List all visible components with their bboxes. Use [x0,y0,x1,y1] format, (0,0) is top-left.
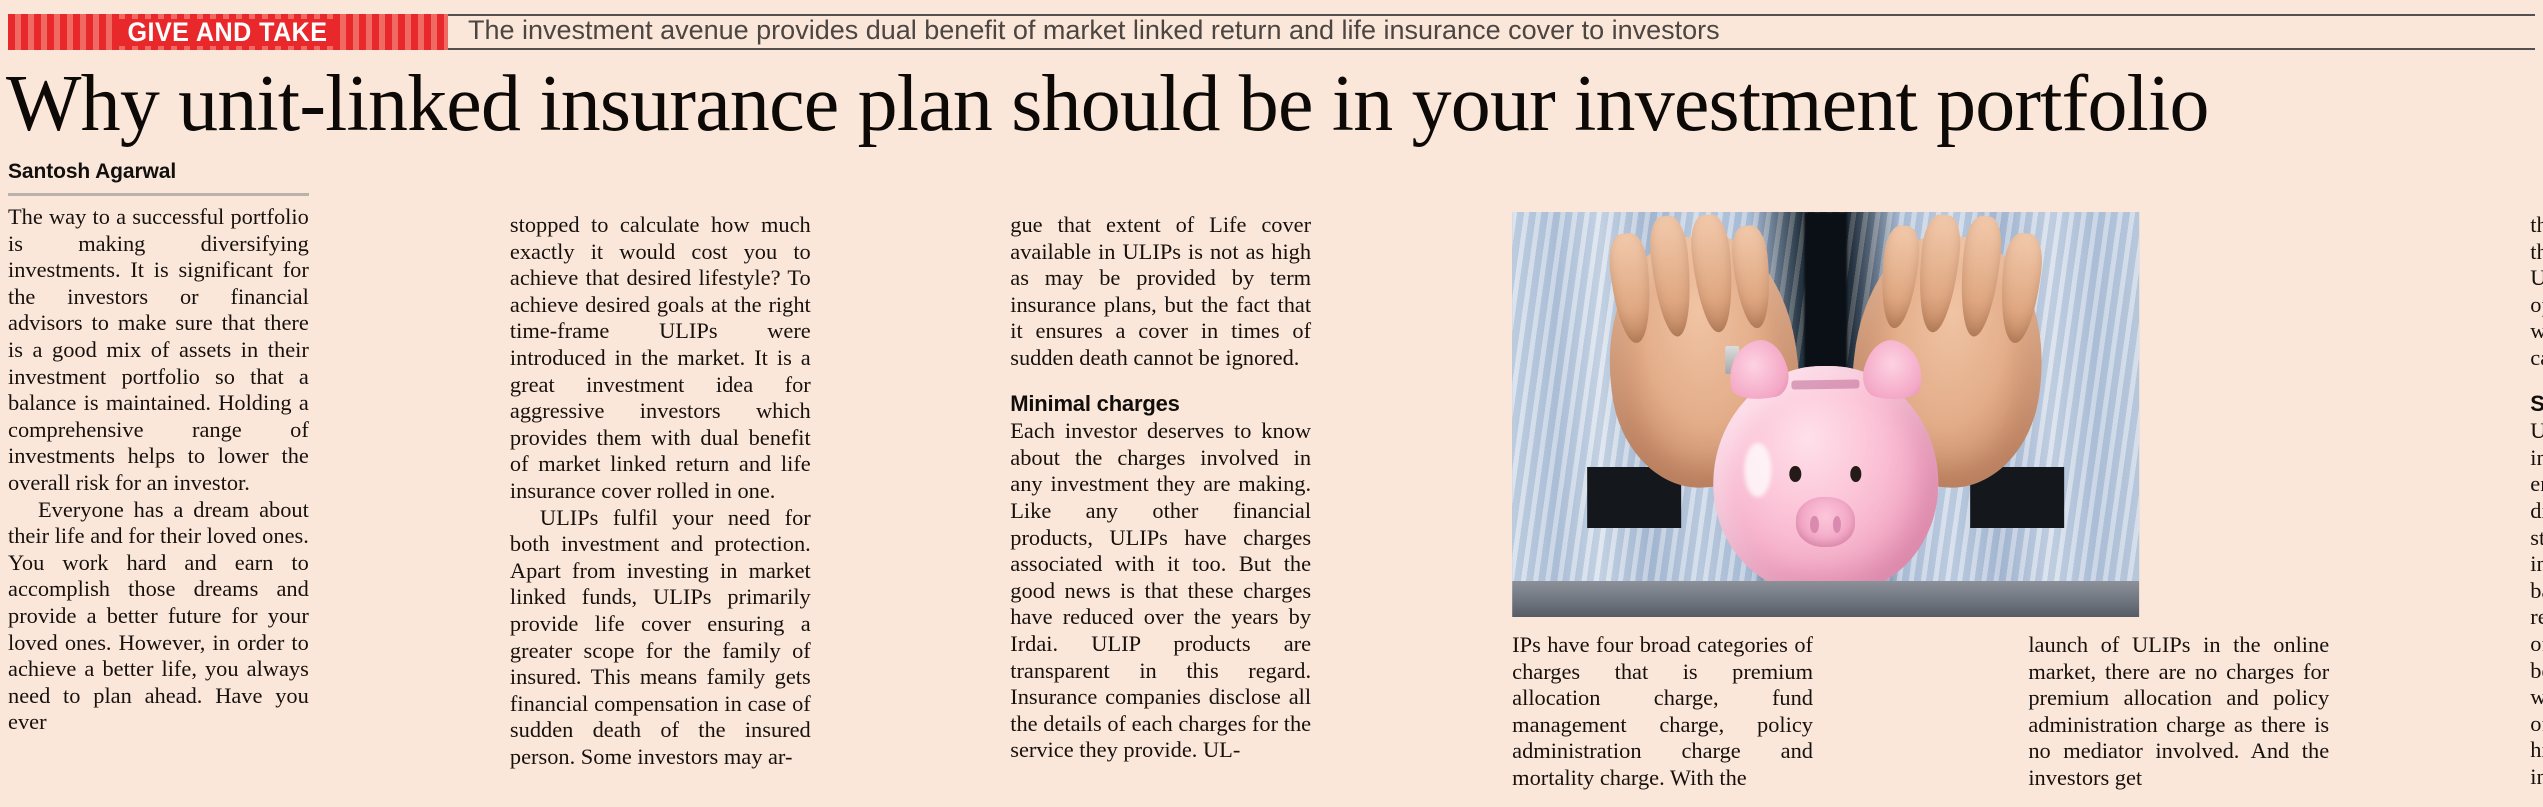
piggy-nostril-right [1832,516,1841,534]
tabletop [1512,580,2140,617]
paragraph: ULIPs fulfil your need for both investme… [509,504,811,769]
article-column-5: launch of ULIPs in the online market, th… [2029,160,2330,805]
article-column-3: gue that extent of Life cover available … [1011,160,1312,805]
article-photo [1512,212,2140,617]
subhead-minimal-charges: Minimal charges [1010,390,1181,416]
article-headline: Why unit-linked insurance plan should be… [6,60,2209,148]
kicker-badge: GIVE AND TAKE [8,14,448,50]
column-4-body: IPs have four broad categories of charge… [1512,632,1813,792]
article-column-1: Santosh Agarwal The way to a successful … [8,160,309,805]
paragraph: Everyone has a dream about their life an… [8,496,309,735]
kicker-badge-label: GIVE AND TAKE [118,18,338,46]
article-byline: Santosh Agarwal [8,160,177,183]
piggy-highlight [1744,443,1772,498]
subhead-systematic-investments: Systematic investments [2530,391,2543,418]
paragraph: Each investor deserves to know about the… [1010,418,1312,763]
paragraph: the mortality charge back once the plan … [2529,212,2543,370]
article-columns: Santosh Agarwal The way to a successful … [8,160,2543,805]
byline-divider [8,193,309,196]
column-2-body: stopped to calculate how much exactly it… [509,212,810,770]
column-3-body: gue that extent of Life cover available … [1011,212,1312,764]
paragraph: launch of ULIPs in the online market, th… [2028,632,2330,790]
paragraph: The way to a successful portfolio is mak… [8,204,309,495]
piggy-snout [1796,497,1856,548]
column-6-body: the mortality charge back once the plan … [2530,212,2543,790]
piggy-eye-left [1789,465,1801,482]
column-1-body: The way to a successful portfolio is mak… [8,204,309,736]
article-column-6: the mortality charge back once the plan … [2530,160,2543,805]
article-column-2: stopped to calculate how much exactly it… [509,160,810,805]
column-5-body: launch of ULIPs in the online market, th… [2029,632,2330,792]
article-column-4: IPs have four broad categories of charge… [1512,160,1813,805]
kicker-deck-text: The investment avenue provides dual bene… [468,15,1720,45]
paragraph: stopped to calculate how much exactly it… [509,212,811,503]
kicker-banner: GIVE AND TAKE The investment avenue prov… [8,14,2535,50]
paragraph: IPs have four broad categories of charge… [1512,632,1813,790]
kicker-deck: The investment avenue provides dual bene… [448,14,2535,50]
photo-image [1512,212,2140,617]
piggy-nostril-left [1810,516,1819,534]
piggy-eye-right [1850,465,1862,482]
piggy-bank-icon [1712,335,1939,593]
paragraph: ULIPs give you a range of investment opt… [2529,418,2543,789]
paragraph: gue that extent of Life cover available … [1010,212,1312,370]
